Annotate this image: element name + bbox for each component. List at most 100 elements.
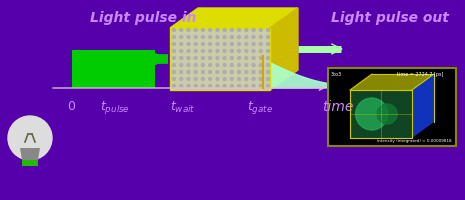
Bar: [72, 50, 155, 88]
Circle shape: [194, 28, 197, 31]
Bar: [170, 28, 270, 90]
Circle shape: [173, 84, 175, 88]
Circle shape: [377, 104, 397, 124]
Circle shape: [180, 49, 183, 52]
Circle shape: [252, 43, 255, 46]
Text: time = 2724.7 [ps]: time = 2724.7 [ps]: [397, 72, 443, 77]
Circle shape: [223, 77, 226, 80]
Circle shape: [245, 28, 248, 31]
Circle shape: [266, 56, 270, 60]
Circle shape: [245, 71, 248, 73]
Circle shape: [238, 77, 240, 80]
Text: Light pulse out: Light pulse out: [331, 11, 449, 25]
Circle shape: [209, 49, 212, 52]
Circle shape: [223, 56, 226, 60]
Text: $t_{wait}$: $t_{wait}$: [170, 99, 196, 115]
Circle shape: [259, 84, 262, 88]
Circle shape: [201, 71, 205, 73]
Circle shape: [223, 43, 226, 46]
Circle shape: [259, 43, 262, 46]
Circle shape: [252, 64, 255, 66]
Circle shape: [173, 36, 175, 38]
Circle shape: [216, 49, 219, 52]
Circle shape: [194, 43, 197, 46]
Circle shape: [245, 84, 248, 88]
Polygon shape: [20, 148, 40, 160]
Circle shape: [230, 28, 233, 31]
Circle shape: [230, 64, 233, 66]
Circle shape: [223, 36, 226, 38]
Circle shape: [266, 84, 270, 88]
Circle shape: [238, 43, 240, 46]
Circle shape: [180, 64, 183, 66]
Circle shape: [173, 28, 175, 31]
Circle shape: [223, 71, 226, 73]
Circle shape: [230, 36, 233, 38]
Circle shape: [259, 28, 262, 31]
Circle shape: [194, 56, 197, 60]
Circle shape: [238, 84, 240, 88]
Circle shape: [173, 56, 175, 60]
Circle shape: [252, 84, 255, 88]
Circle shape: [8, 116, 52, 160]
Circle shape: [223, 84, 226, 88]
Circle shape: [230, 71, 233, 73]
Circle shape: [223, 49, 226, 52]
Circle shape: [209, 71, 212, 73]
Circle shape: [180, 28, 183, 31]
Circle shape: [216, 28, 219, 31]
Circle shape: [201, 56, 205, 60]
Circle shape: [266, 36, 270, 38]
Circle shape: [201, 84, 205, 88]
Circle shape: [173, 77, 175, 80]
Circle shape: [259, 49, 262, 52]
Circle shape: [187, 36, 190, 38]
Polygon shape: [270, 8, 298, 90]
Circle shape: [259, 77, 262, 80]
Circle shape: [216, 36, 219, 38]
Polygon shape: [178, 46, 335, 88]
Circle shape: [266, 77, 270, 80]
Circle shape: [266, 43, 270, 46]
Circle shape: [201, 64, 205, 66]
Circle shape: [230, 77, 233, 80]
Circle shape: [259, 36, 262, 38]
Circle shape: [180, 36, 183, 38]
Circle shape: [252, 28, 255, 31]
Circle shape: [259, 64, 262, 66]
Text: $t_{pulse}$: $t_{pulse}$: [100, 98, 130, 116]
Circle shape: [223, 64, 226, 66]
Circle shape: [180, 84, 183, 88]
Circle shape: [173, 64, 175, 66]
Circle shape: [180, 43, 183, 46]
Circle shape: [187, 28, 190, 31]
Circle shape: [187, 71, 190, 73]
Circle shape: [266, 49, 270, 52]
Circle shape: [230, 43, 233, 46]
Circle shape: [266, 64, 270, 66]
Text: Light pulse in: Light pulse in: [90, 11, 196, 25]
Circle shape: [238, 64, 240, 66]
Circle shape: [216, 71, 219, 73]
Circle shape: [230, 84, 233, 88]
Circle shape: [245, 43, 248, 46]
Text: $0$: $0$: [67, 100, 77, 114]
Circle shape: [201, 36, 205, 38]
Circle shape: [245, 77, 248, 80]
Circle shape: [223, 28, 226, 31]
Text: time: time: [322, 100, 353, 114]
Polygon shape: [170, 8, 298, 28]
Circle shape: [259, 71, 262, 73]
Circle shape: [194, 64, 197, 66]
Circle shape: [187, 43, 190, 46]
Circle shape: [209, 64, 212, 66]
Circle shape: [238, 56, 240, 60]
Circle shape: [266, 71, 270, 73]
Circle shape: [187, 56, 190, 60]
Circle shape: [252, 77, 255, 80]
Circle shape: [201, 28, 205, 31]
Circle shape: [180, 71, 183, 73]
Text: 3to3: 3to3: [331, 72, 342, 77]
Circle shape: [180, 77, 183, 80]
Circle shape: [209, 77, 212, 80]
